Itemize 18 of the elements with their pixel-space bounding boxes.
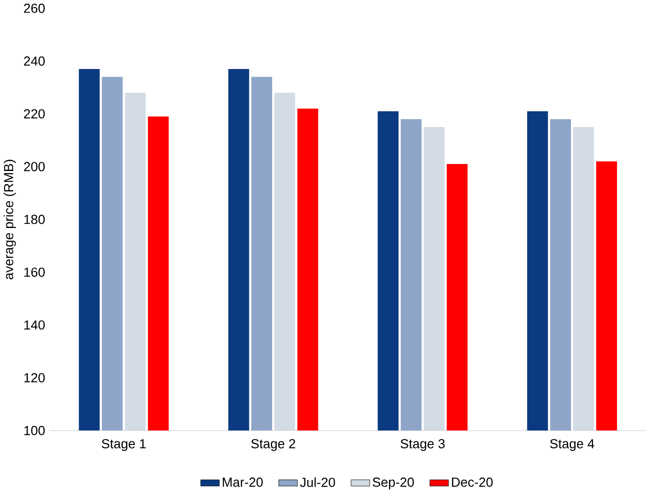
y-tick-label: 100 [24, 426, 45, 436]
y-tick-label: 160 [24, 268, 45, 277]
x-tick-label: Stage 4 [550, 439, 594, 452]
y-tick-label: 260 [24, 4, 45, 13]
y-axis-title: average price (RMB) [4, 160, 16, 280]
y-tick-label: 140 [24, 320, 45, 330]
legend-label: Dec-20 [452, 478, 493, 487]
legend-label: Sep-20 [372, 478, 414, 490]
legend-label: Mar-20 [222, 478, 263, 487]
y-tick-label: 240 [24, 56, 45, 66]
x-tick-label: Stage 1 [102, 439, 146, 452]
y-tick-label: 180 [24, 214, 45, 224]
x-tick-label: Stage 2 [251, 439, 296, 452]
y-tick-label: 120 [24, 373, 45, 382]
legend-label: Jul-20 [300, 477, 336, 488]
y-tick-label: 220 [24, 109, 45, 119]
y-tick-label: 200 [24, 162, 45, 172]
x-tick-label: Stage 3 [400, 439, 445, 452]
